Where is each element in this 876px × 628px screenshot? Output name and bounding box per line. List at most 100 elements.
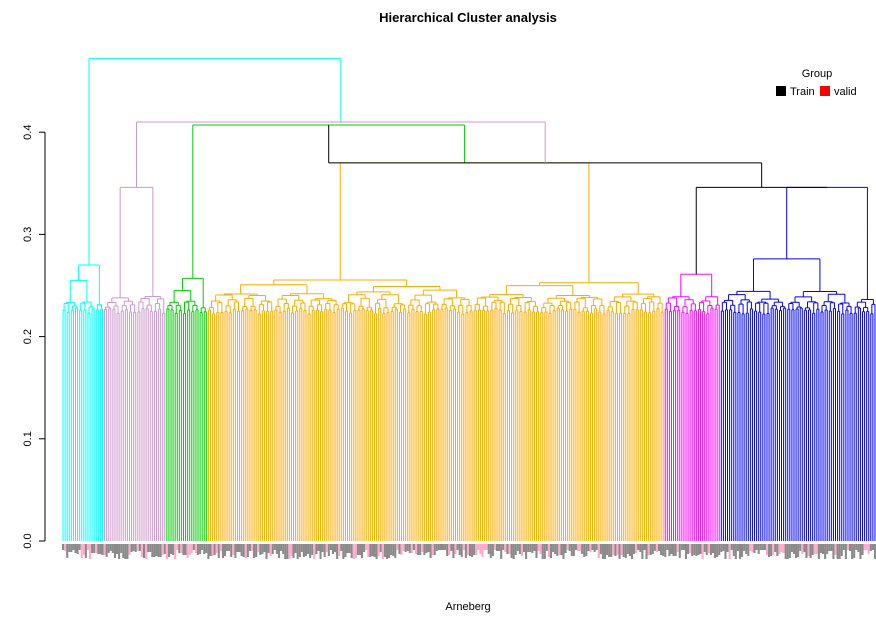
leaf-label: [338, 544, 340, 556]
leaf-label: [540, 544, 542, 554]
leaf-label: [469, 544, 471, 556]
leaf-label: [197, 544, 199, 555]
leaf-label: [133, 544, 135, 551]
leaf-label: [774, 544, 776, 552]
leaf-label: [112, 544, 114, 553]
leaf-label: [182, 544, 184, 555]
leaf-label: [552, 544, 554, 552]
leaf-label: [554, 544, 556, 554]
leaf-label: [498, 544, 500, 551]
leaf-label: [191, 544, 193, 553]
leaf-label: [124, 544, 126, 559]
leaf-label: [251, 544, 253, 551]
leaf-label: [276, 544, 278, 554]
leaf-label: [398, 544, 400, 554]
leaf-label: [218, 544, 220, 558]
leaf-label: [585, 544, 587, 556]
leaf-label: [567, 544, 569, 550]
leaf-label: [706, 544, 708, 555]
leaf-label: [263, 544, 265, 552]
leaf-label: [556, 544, 558, 556]
leaf-label: [205, 544, 207, 553]
leaf-label: [529, 544, 531, 552]
leaf-label: [126, 544, 128, 559]
leaf-label: [484, 544, 486, 550]
leaf-label: [99, 544, 101, 554]
leaf-label: [85, 544, 87, 558]
leaf-label: [249, 544, 251, 551]
leaf-label: [151, 544, 153, 557]
leaf-label: [230, 544, 232, 557]
leaf-label: [143, 544, 145, 558]
leaf-label: [243, 544, 245, 557]
leaf-label: [625, 544, 627, 558]
leaf-label: [606, 544, 608, 555]
leaf-label: [359, 544, 361, 555]
leaf-label: [475, 544, 477, 555]
leaf-label: [255, 544, 257, 557]
leaf-label: [301, 544, 303, 552]
leaf-label: [780, 544, 782, 552]
leaf-label: [500, 544, 502, 559]
leaf-label: [405, 544, 407, 552]
leaf-label: [832, 544, 834, 559]
leaf-label: [772, 544, 774, 555]
leaf-label: [450, 544, 452, 551]
leaf-label: [810, 544, 812, 558]
leaf-label: [77, 544, 79, 554]
leaf-label: [68, 544, 70, 552]
leaf-label: [128, 544, 130, 555]
leaf-label: [187, 544, 189, 558]
leaf-label: [756, 544, 758, 550]
leaf-label: [193, 544, 195, 550]
leaf-label: [388, 544, 390, 558]
leaf-label: [162, 544, 164, 555]
leaf-label: [531, 544, 533, 553]
leaf-label: [292, 544, 294, 558]
leaf-label: [737, 544, 739, 551]
leaf-label: [104, 544, 106, 555]
leaf-label: [315, 544, 317, 554]
leaf-label: [382, 544, 384, 559]
leaf-label: [596, 544, 598, 550]
leaf-label: [693, 544, 695, 555]
leaf-label: [384, 544, 386, 557]
leaf-label: [309, 544, 311, 558]
leaf-label: [160, 544, 162, 557]
leaf-label: [681, 544, 683, 550]
leaf-label: [685, 544, 687, 559]
leaf-label: [762, 544, 764, 550]
y-tick-label: 0.1: [22, 431, 34, 446]
leaf-label: [812, 544, 814, 555]
leaf-label: [87, 544, 89, 550]
leaf-label: [116, 544, 118, 554]
leaf-label: [673, 544, 675, 556]
leaf-label: [583, 544, 585, 557]
leaf-label: [861, 544, 863, 555]
leaf-label: [295, 544, 297, 553]
leaf-label: [494, 544, 496, 550]
leaf-label: [220, 544, 222, 551]
leaf-label: [413, 544, 415, 550]
leaf-label: [486, 544, 488, 550]
leaf-label: [297, 544, 299, 559]
leaf-label: [602, 544, 604, 559]
leaf-label: [247, 544, 249, 557]
leaf-label: [465, 544, 467, 558]
leaf-label: [93, 544, 95, 553]
leaf-label: [818, 544, 820, 559]
leaf-label: [259, 544, 261, 555]
leaf-label: [400, 544, 402, 555]
leaf-label: [349, 544, 351, 553]
leaf-label: [118, 544, 120, 559]
leaf-label: [222, 544, 224, 558]
leaf-label: [853, 544, 855, 558]
leaf-label: [83, 544, 85, 555]
leaf-label: [789, 544, 791, 558]
leaf-label: [621, 544, 623, 555]
leaf-label: [70, 544, 72, 552]
leaf-label: [74, 544, 76, 553]
leaf-label: [841, 544, 843, 556]
leaf-label: [666, 544, 668, 550]
leaf-label: [702, 544, 704, 559]
